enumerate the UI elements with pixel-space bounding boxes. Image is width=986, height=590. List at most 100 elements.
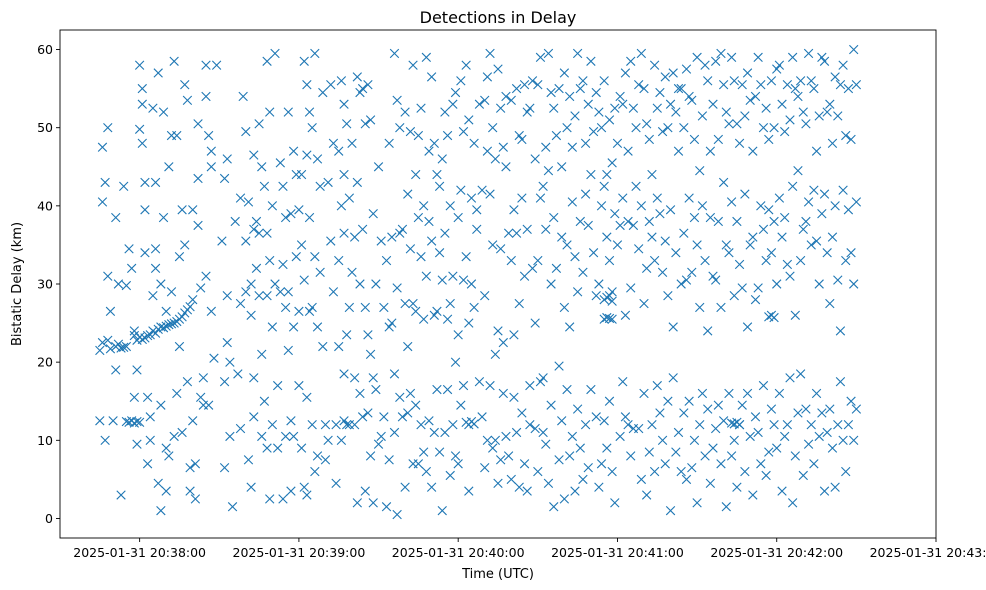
- data-point: [634, 423, 644, 434]
- data-point: [95, 416, 105, 426]
- data-point: [703, 326, 713, 336]
- data-point: [278, 259, 288, 270]
- data-point: [737, 400, 747, 410]
- data-point: [596, 123, 607, 133]
- data-point: [445, 298, 455, 309]
- x-tick-label: 2025-01-31 20:41:00: [551, 545, 684, 560]
- data-point: [641, 263, 652, 274]
- data-point: [384, 322, 394, 332]
- data-point: [272, 443, 283, 453]
- data-point: [376, 431, 386, 442]
- data-point: [535, 52, 546, 63]
- data-point: [626, 283, 636, 293]
- data-point: [578, 474, 588, 485]
- data-point: [182, 95, 193, 106]
- data-point: [397, 412, 408, 422]
- data-point: [703, 404, 713, 414]
- data-point: [137, 334, 147, 345]
- data-point: [424, 416, 434, 426]
- data-point: [490, 349, 501, 360]
- data-point: [395, 123, 405, 133]
- data-point: [326, 236, 336, 246]
- data-point: [594, 107, 604, 117]
- data-point: [400, 298, 410, 309]
- data-point: [177, 427, 187, 438]
- data-point: [785, 115, 795, 125]
- data-point: [448, 99, 458, 109]
- data-point: [708, 443, 718, 453]
- data-point: [554, 361, 564, 371]
- data-point: [310, 48, 320, 59]
- data-point: [355, 279, 365, 289]
- data-point: [819, 56, 830, 66]
- data-point: [132, 365, 142, 375]
- data-point: [740, 466, 750, 477]
- data-point: [312, 322, 323, 332]
- data-point: [461, 251, 471, 262]
- data-point: [392, 509, 402, 520]
- data-point: [461, 60, 471, 70]
- data-point: [480, 291, 490, 301]
- data-point: [806, 419, 816, 430]
- data-point: [846, 248, 856, 258]
- data-point: [334, 146, 344, 156]
- data-point: [663, 291, 673, 301]
- data-point: [604, 255, 615, 266]
- data-point: [758, 123, 769, 133]
- data-point: [299, 56, 309, 66]
- data-point: [753, 52, 763, 63]
- data-point: [742, 388, 753, 399]
- data-point: [450, 451, 461, 461]
- data-point: [307, 123, 317, 133]
- data-point: [700, 60, 710, 70]
- data-point: [395, 228, 405, 238]
- data-point: [230, 216, 240, 227]
- data-point: [174, 341, 185, 352]
- data-point: [673, 427, 684, 438]
- data-point: [466, 279, 477, 289]
- data-point: [134, 124, 145, 134]
- data-point: [511, 228, 522, 238]
- data-point: [780, 126, 790, 137]
- data-point: [166, 287, 177, 297]
- data-point: [262, 228, 272, 238]
- data-point: [830, 482, 840, 492]
- data-point: [349, 373, 360, 383]
- data-point: [594, 279, 604, 289]
- data-point: [655, 87, 665, 98]
- data-point: [580, 419, 591, 430]
- data-point: [721, 107, 731, 117]
- data-point: [570, 111, 580, 121]
- data-point: [588, 126, 599, 137]
- data-point: [530, 318, 540, 328]
- data-point: [732, 216, 742, 227]
- data-point: [737, 283, 747, 293]
- data-point: [442, 384, 453, 395]
- data-point: [450, 87, 461, 98]
- data-point: [278, 494, 288, 504]
- data-point: [554, 455, 564, 465]
- data-point: [663, 123, 673, 133]
- data-point: [575, 443, 585, 453]
- data-point: [299, 482, 309, 492]
- data-point: [495, 244, 506, 254]
- data-point: [286, 208, 296, 219]
- data-point: [326, 80, 336, 90]
- data-point: [726, 52, 737, 63]
- data-point: [745, 95, 755, 106]
- data-point: [180, 240, 190, 250]
- data-point: [798, 224, 808, 234]
- data-point: [169, 318, 179, 328]
- x-tick-label: 2025-01-31 20:38:00: [73, 545, 206, 560]
- data-point: [357, 83, 368, 94]
- data-point: [108, 416, 118, 426]
- data-point: [339, 369, 349, 379]
- data-point: [453, 212, 463, 223]
- data-point: [761, 255, 771, 266]
- data-point: [681, 64, 692, 74]
- data-point: [379, 302, 389, 313]
- data-point: [97, 142, 108, 152]
- data-point: [116, 490, 126, 500]
- data-point: [243, 455, 254, 465]
- data-point: [456, 400, 466, 410]
